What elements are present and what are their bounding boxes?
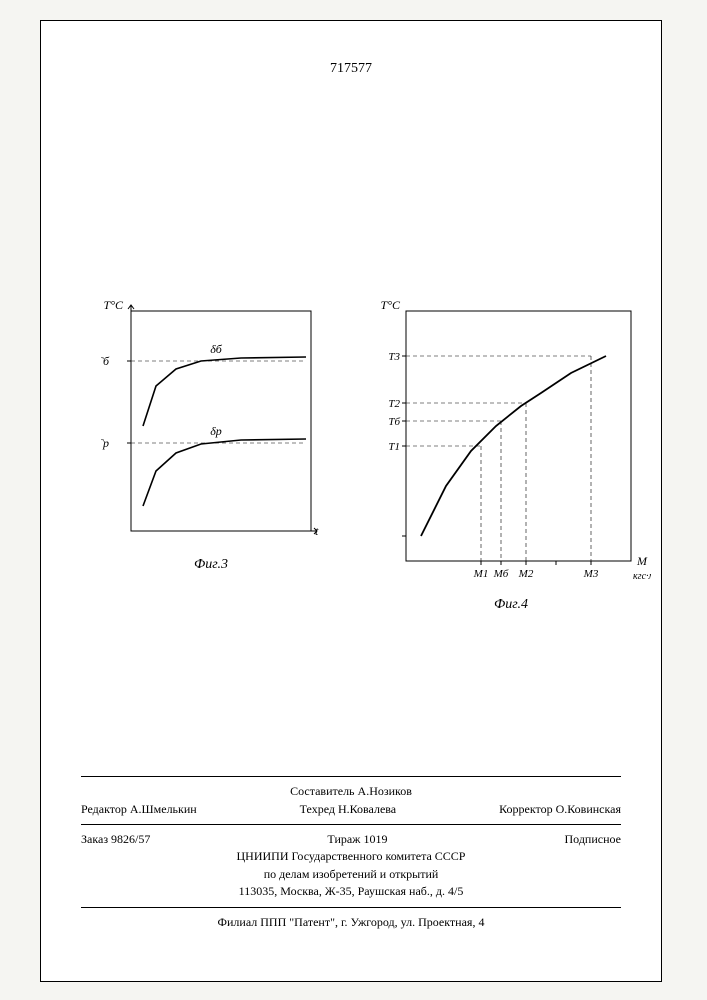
org-address: 113035, Москва, Ж-35, Раушская наб., д. … (81, 883, 621, 900)
figure-4: T°C Mкгс·м T3 T2 Tб T1 M1 Mб M2 M3 Фиг.4 (371, 301, 651, 621)
org-line1: ЦНИИПИ Государственного комитета СССР (81, 848, 621, 865)
svg-text:кгс·м: кгс·м (633, 571, 651, 582)
svg-text:T2: T2 (388, 398, 400, 410)
document-number: 717577 (330, 61, 372, 77)
svg-text:M3: M3 (583, 568, 599, 580)
fig4-caption: Фиг.4 (371, 597, 651, 613)
svg-text:T1: T1 (388, 441, 400, 453)
order: Заказ 9826/57 (81, 831, 150, 848)
svg-text:Tб: Tб (101, 354, 110, 368)
svg-text:M: M (636, 554, 648, 568)
svg-text:T3: T3 (388, 351, 400, 363)
svg-text:Mб: Mб (493, 568, 509, 580)
svg-text:δр: δр (210, 424, 222, 438)
svg-text:M2: M2 (518, 568, 534, 580)
org-line2: по делам изобретений и открытий (81, 866, 621, 883)
svg-text:Tр: Tр (101, 436, 109, 450)
techred: Техред Н.Ковалева (300, 801, 396, 818)
fig4-svg: T°C Mкгс·м T3 T2 Tб T1 M1 Mб M2 M3 (371, 301, 651, 591)
svg-text:Tб: Tб (388, 416, 400, 428)
charts-container: T°CtTбTрδбδр Фиг.3 T°CMкгс·мT3T2TбT1M1Mб… (101, 301, 631, 621)
svg-text:δб: δб (210, 342, 223, 356)
figure-3: T°CtTбTрδбδр Фиг.3 (101, 301, 321, 621)
subscription: Подписное (565, 831, 622, 848)
svg-text:M1: M1 (473, 568, 489, 580)
circulation: Тираж 1019 (327, 831, 387, 848)
compiler: Составитель А.Нозиков (81, 783, 621, 800)
svg-text:T°C: T°C (381, 301, 401, 312)
corrector: Корректор О.Ковинская (499, 801, 621, 818)
svg-text:T°C: T°C (104, 301, 124, 312)
branch: Филиал ППП "Патент", г. Ужгород, ул. Про… (81, 914, 621, 931)
editor: Редактор А.Шмелькин (81, 801, 197, 818)
footer: Составитель А.Нозиков Редактор А.Шмельки… (81, 770, 621, 931)
fig3-svg: T°CtTбTрδбδр (101, 301, 321, 551)
fig3-caption: Фиг.3 (101, 557, 321, 573)
